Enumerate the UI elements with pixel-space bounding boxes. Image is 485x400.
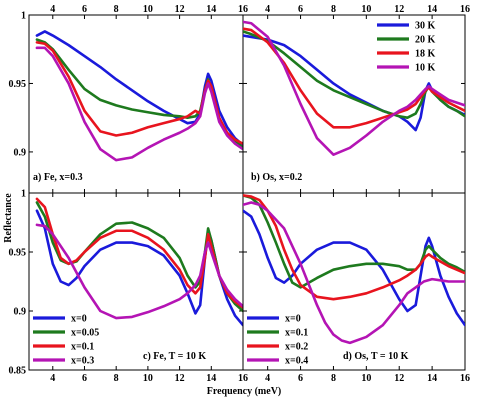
panel-label: a) Fe, x=0.3 xyxy=(33,172,83,183)
x-tick-label-bottom: 6 xyxy=(82,373,87,384)
y-tick-label: 0.9 xyxy=(14,307,27,318)
x-tick-label-top: 8 xyxy=(114,4,119,15)
series-line-green xyxy=(243,30,465,119)
y-axis-title: Reflectance xyxy=(3,193,14,243)
panel-label: d) Os, T = 10 K xyxy=(343,351,409,362)
panel-b: 4 6 8 10 12 14 16 b) Os, x=0.2 30 K 20 K 18 K 10 K xyxy=(242,4,470,194)
x-tick-label-top: 6 xyxy=(298,4,303,15)
x-tick-label-top: 12 xyxy=(394,4,404,15)
x-tick-label-top: 6 xyxy=(82,4,87,15)
x-tick-label-top: 10 xyxy=(143,4,153,15)
x-tick-label-bottom: 10 xyxy=(143,373,153,384)
legend-label: x=0 xyxy=(285,314,301,325)
x-tick-label-top: 16 xyxy=(238,4,248,15)
x-tick-label-top: 12 xyxy=(175,4,185,15)
series-line-green xyxy=(243,194,465,289)
series-line-magenta xyxy=(35,46,243,162)
x-tick-label-bottom: 4 xyxy=(50,373,55,384)
legend-label: x=0.05 xyxy=(71,328,99,339)
x-tick-label-bottom: 14 xyxy=(427,373,437,384)
series-line-magenta xyxy=(35,223,243,320)
x-tick-label-top: 14 xyxy=(427,4,437,15)
series-line-blue xyxy=(35,209,243,327)
x-tick-label-top: 4 xyxy=(50,4,55,15)
series-line-magenta xyxy=(243,20,465,156)
legend: x=0 x=0.1 x=0.2 x=0.4 xyxy=(247,314,308,367)
x-tick-label-top: 8 xyxy=(331,4,336,15)
x-tick-label-bottom: 14 xyxy=(206,373,216,384)
legend-label: 30 K xyxy=(415,21,436,32)
legend-label: x=0.4 xyxy=(285,356,308,367)
y-tick-label: 0.95 xyxy=(9,248,27,259)
series-group xyxy=(35,30,243,162)
series-group xyxy=(35,197,243,327)
x-tick-label-bottom: 8 xyxy=(331,373,336,384)
x-tick-label-bottom: 8 xyxy=(114,373,119,384)
x-tick-label-top: 14 xyxy=(206,4,216,15)
x-axis-title: Frequency (meV) xyxy=(207,386,282,397)
panel-label: b) Os, x=0.2 xyxy=(251,172,302,183)
x-tick-label-bottom: 16 xyxy=(460,373,470,384)
y-tick-label: 1 xyxy=(21,189,26,200)
series-group xyxy=(243,20,465,156)
x-tick-label-top: 10 xyxy=(361,4,371,15)
panel-label: c) Fe, T = 10 K xyxy=(143,351,206,362)
legend: 30 K 20 K 18 K 10 K xyxy=(377,21,436,74)
legend-label: 18 K xyxy=(415,49,436,60)
y-tick-label: 0.9 xyxy=(14,147,27,158)
x-tick-label-bottom: 16 xyxy=(238,373,248,384)
y-tick-label: 1 xyxy=(21,11,26,22)
legend-label: x=0 xyxy=(71,314,87,325)
panel-d: 4 6 8 10 12 14 16d) Os, T = 10 Kx=0x=0.1x=0.2x… xyxy=(242,192,470,384)
x-tick-label-top: 4 xyxy=(265,4,270,15)
legend-label: x=0.1 xyxy=(285,328,308,339)
legend-label: 10 K xyxy=(415,63,436,74)
y-tick-label: 0.85 xyxy=(9,366,27,377)
series-group xyxy=(243,194,465,345)
x-tick-label-top: 16 xyxy=(460,4,470,15)
y-tick-label: 0.95 xyxy=(9,79,27,90)
series-line-magenta xyxy=(243,201,465,345)
legend-label: 20 K xyxy=(415,35,436,46)
x-tick-label-bottom: 4 xyxy=(265,373,270,384)
x-tick-label-bottom: 6 xyxy=(298,373,303,384)
series-line-red xyxy=(243,194,465,301)
legend: x=0 x=0.05 x=0.1 x=0.3 xyxy=(33,314,99,367)
legend-label: x=0.1 xyxy=(71,342,94,353)
x-tick-label-bottom: 10 xyxy=(361,373,371,384)
legend-label: x=0.2 xyxy=(285,342,308,353)
legend-label: x=0.3 xyxy=(71,356,94,367)
x-tick-label-bottom: 12 xyxy=(175,373,185,384)
x-tick-label-bottom: 12 xyxy=(394,373,404,384)
